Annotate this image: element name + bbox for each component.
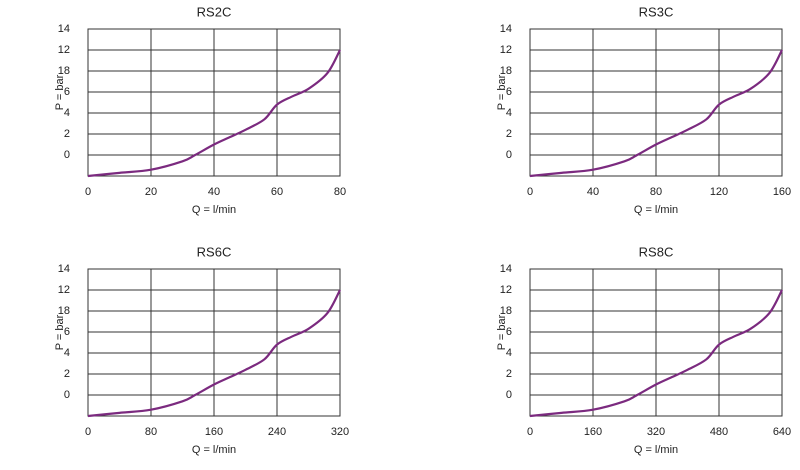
y-tick-label: 4: [64, 107, 70, 119]
y-tick-label: 0: [506, 149, 512, 161]
x-tick-label: 640: [773, 426, 791, 438]
chart-title: RS2C: [197, 4, 232, 19]
y-tick-label: 12: [500, 44, 512, 56]
x-tick-label: 0: [85, 426, 91, 438]
y-tick-label: 18: [58, 305, 70, 317]
x-tick-label: 40: [208, 186, 220, 198]
x-tick-label: 0: [527, 426, 533, 438]
y-tick-label: 2: [64, 128, 70, 140]
y-axis-label: P = bar: [54, 74, 66, 110]
curve: [87, 49, 341, 178]
x-tick-label: 320: [647, 426, 665, 438]
x-tick-label: 80: [145, 426, 157, 438]
y-tick-label: 2: [64, 368, 70, 380]
x-tick-label: 80: [334, 186, 346, 198]
y-tick-label: 6: [64, 86, 70, 98]
y-tick-label: 14: [58, 263, 70, 275]
x-tick-label: 60: [271, 186, 283, 198]
y-axis-label: P = bar: [54, 314, 66, 350]
chart-title: RS3C: [639, 4, 674, 19]
x-tick-label: 160: [773, 186, 791, 198]
x-tick-label: 0: [85, 186, 91, 198]
y-tick-label: 0: [506, 389, 512, 401]
y-tick-label: 6: [506, 326, 512, 338]
x-tick-label: 120: [710, 186, 728, 198]
y-tick-label: 12: [58, 284, 70, 296]
y-tick-label: 0: [64, 149, 70, 161]
y-tick-label: 14: [58, 23, 70, 35]
y-tick-label: 18: [58, 65, 70, 77]
chart-title: RS6C: [197, 244, 232, 259]
x-axis-label: Q = l/min: [634, 204, 678, 216]
x-axis-label: Q = l/min: [192, 204, 236, 216]
y-tick-label: 4: [64, 347, 70, 359]
y-axis-label: P = bar: [496, 74, 508, 110]
x-tick-label: 160: [584, 426, 602, 438]
x-tick-label: 20: [145, 186, 157, 198]
x-tick-label: 320: [331, 426, 349, 438]
x-tick-label: 40: [587, 186, 599, 198]
y-tick-label: 4: [506, 347, 512, 359]
curve: [87, 289, 341, 418]
x-axis-label: Q = l/min: [634, 444, 678, 456]
chart-title: RS8C: [639, 244, 674, 259]
curve: [529, 49, 783, 178]
x-tick-label: 0: [527, 186, 533, 198]
x-tick-label: 160: [205, 426, 223, 438]
x-axis-label: Q = l/min: [192, 444, 236, 456]
y-tick-label: 14: [500, 23, 512, 35]
y-axis-label: P = bar: [496, 314, 508, 350]
y-tick-label: 12: [58, 44, 70, 56]
y-tick-label: 18: [500, 65, 512, 77]
y-tick-label: 18: [500, 305, 512, 317]
x-tick-label: 80: [650, 186, 662, 198]
x-tick-label: 480: [710, 426, 728, 438]
y-tick-label: 2: [506, 368, 512, 380]
curve: [529, 289, 783, 418]
y-tick-label: 4: [506, 107, 512, 119]
x-tick-label: 240: [268, 426, 286, 438]
y-tick-label: 2: [506, 128, 512, 140]
y-tick-label: 12: [500, 284, 512, 296]
y-tick-label: 6: [64, 326, 70, 338]
y-tick-label: 14: [500, 263, 512, 275]
y-tick-label: 6: [506, 86, 512, 98]
y-tick-label: 0: [64, 389, 70, 401]
